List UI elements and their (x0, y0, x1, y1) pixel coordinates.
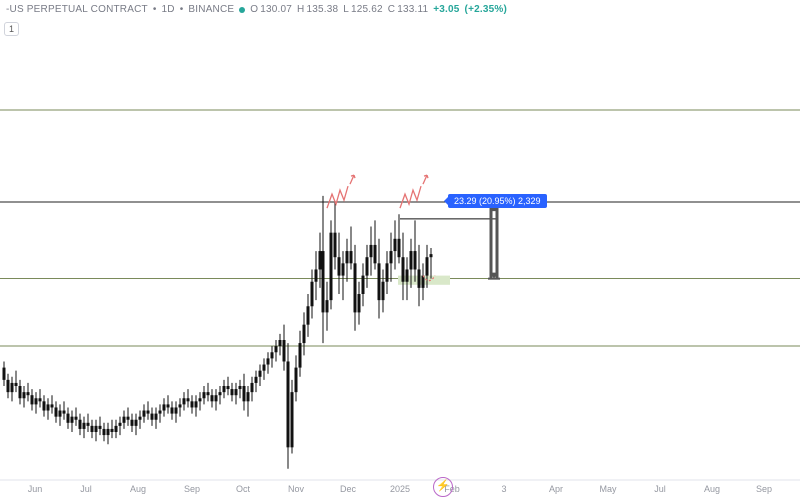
svg-text:Jul: Jul (80, 484, 92, 494)
exchange: BINANCE (188, 4, 234, 15)
horizontal-levels (0, 110, 800, 346)
svg-text:Sep: Sep (756, 484, 772, 494)
interval: 1D (162, 4, 175, 15)
symbol-header: -US PERPETUAL CONTRACT • 1D • BINANCE O1… (6, 4, 509, 15)
status-dot-icon (239, 7, 245, 13)
svg-text:Jul: Jul (654, 484, 666, 494)
range-bracket (488, 205, 500, 279)
ohlc-readout: O130.07 H135.38 L125.62 C133.11 +3.05 (+… (250, 4, 509, 15)
candlesticks (3, 196, 433, 469)
svg-text:Dec: Dec (340, 484, 357, 494)
svg-text:Nov: Nov (288, 484, 305, 494)
chart-root: -US PERPETUAL CONTRACT • 1D • BINANCE O1… (0, 0, 800, 500)
indicator-badge[interactable]: 1 (4, 22, 19, 36)
svg-text:May: May (599, 484, 617, 494)
svg-text:Aug: Aug (130, 484, 146, 494)
svg-text:Apr: Apr (549, 484, 563, 494)
svg-text:3: 3 (501, 484, 506, 494)
flash-icon[interactable]: ⚡ (433, 477, 453, 497)
svg-text:Sep: Sep (184, 484, 200, 494)
svg-text:Oct: Oct (236, 484, 251, 494)
svg-text:Aug: Aug (704, 484, 720, 494)
svg-text:Jun: Jun (28, 484, 43, 494)
symbol-name: -US PERPETUAL CONTRACT (6, 4, 148, 15)
price-chart[interactable]: JunJulAugSepOctNovDec2025Feb3AprMayJulAu… (0, 0, 800, 500)
time-axis: JunJulAugSepOctNovDec2025Feb3AprMayJulAu… (0, 480, 800, 494)
measurement-tooltip: 23.29 (20.95%) 2,329 (448, 194, 547, 208)
svg-text:2025: 2025 (390, 484, 410, 494)
